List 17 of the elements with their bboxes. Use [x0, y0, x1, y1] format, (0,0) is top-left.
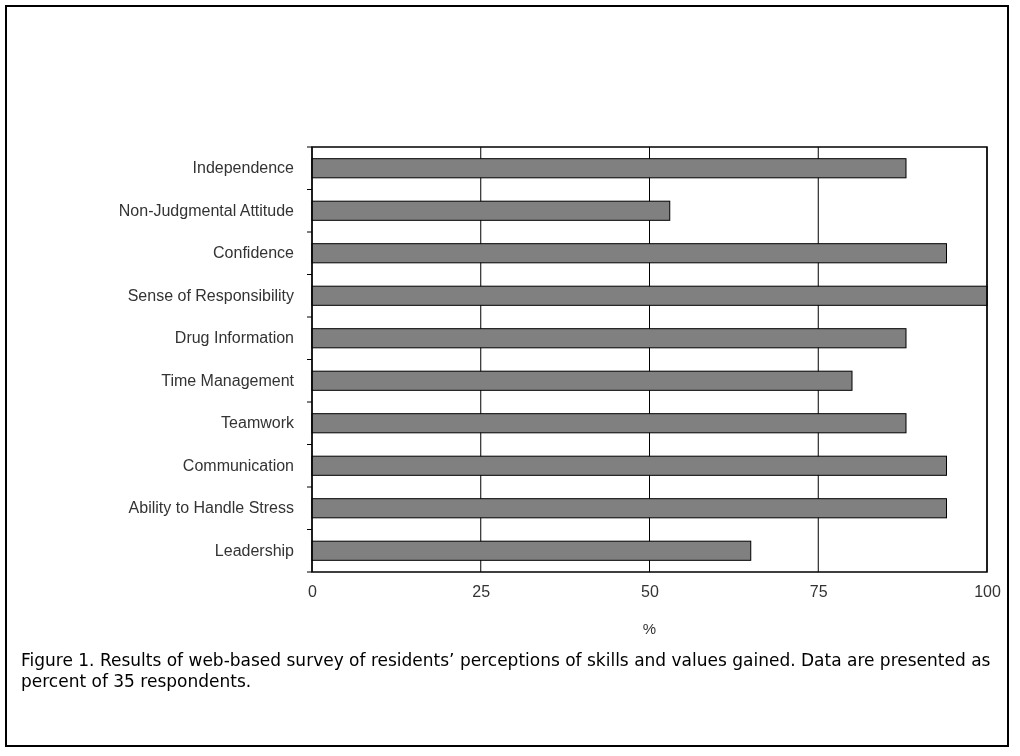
x-axis-title: %: [642, 620, 657, 637]
x-tick-label: 25: [472, 583, 491, 601]
y-tick-label: Sense of Responsibility: [127, 286, 294, 304]
y-tick-label: Drug Information: [174, 329, 294, 347]
x-tick-label: 75: [809, 583, 828, 601]
y-tick-label: Communication: [182, 456, 294, 474]
y-tick-label: Leadership: [214, 541, 295, 559]
x-tick-label: 100: [974, 583, 1001, 601]
x-tick-label: 50: [641, 583, 659, 601]
y-tick-label: Ability to Handle Stress: [128, 499, 294, 517]
y-tick-label: Non-Judgmental Attitude: [118, 201, 295, 219]
y-tick-label: Independence: [192, 159, 295, 177]
caption: Figure 1. Results of web-based survey of residents’ perceptions of skills and values gained. Data are presented as percent of 35 respondents.: [21, 650, 992, 692]
y-tick-label: Teamwork: [221, 414, 295, 432]
y-tick-label: Time Management: [161, 371, 295, 389]
x-tick-label: 0: [308, 583, 318, 601]
y-tick-label: Confidence: [213, 244, 295, 262]
